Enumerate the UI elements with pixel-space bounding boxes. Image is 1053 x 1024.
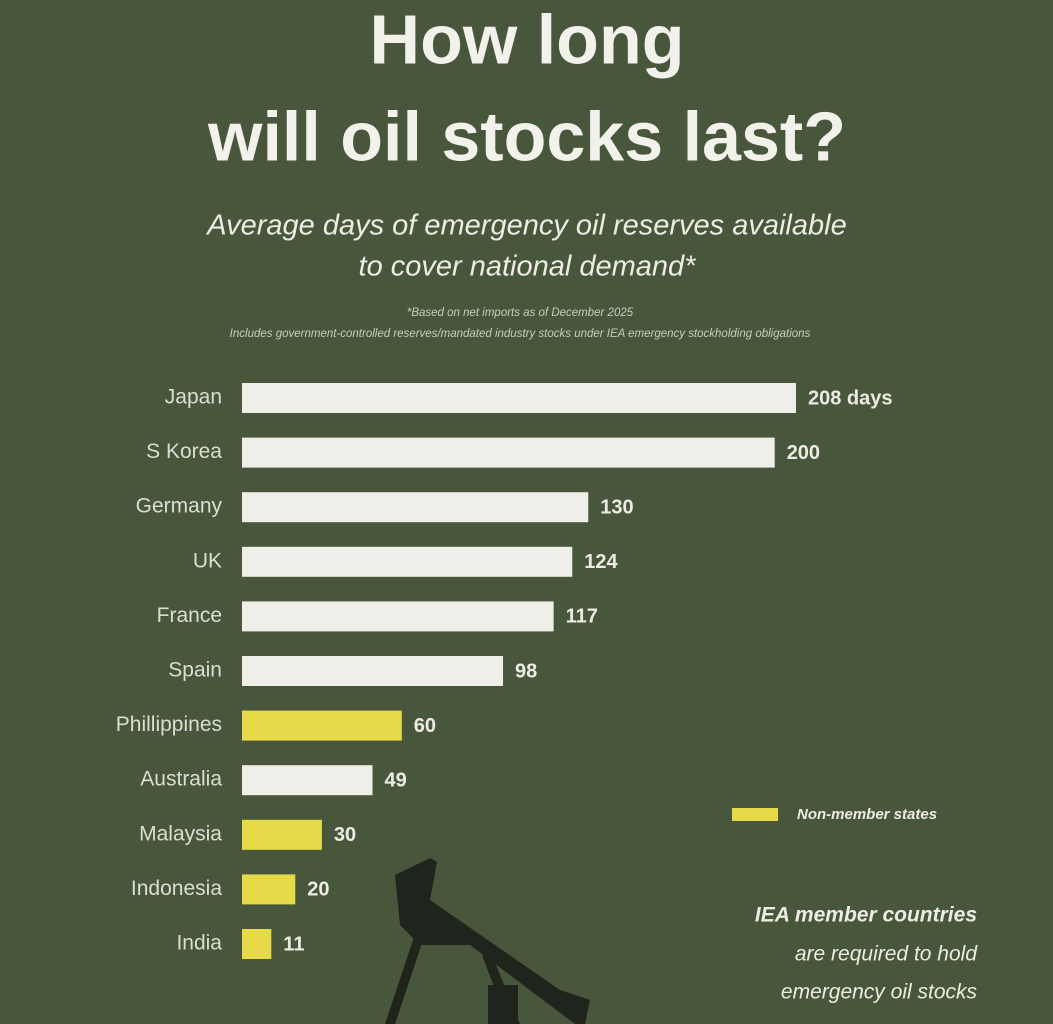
bar [242, 492, 589, 523]
note: Includes government-controlled reserves/… [230, 328, 811, 340]
category-label: Australia [140, 768, 222, 791]
value-label: 200 [787, 442, 820, 464]
category-label: Indonesia [131, 877, 222, 900]
value-label: 98 [515, 660, 537, 682]
category-label: Phillippines [116, 713, 222, 736]
value-label: 20 [307, 879, 329, 901]
category-label: France [157, 604, 222, 627]
bar [242, 765, 373, 796]
bar [242, 874, 296, 905]
bar [242, 710, 402, 741]
bar [242, 437, 775, 468]
bar [242, 383, 796, 413]
legend-swatch [732, 808, 778, 821]
bar [242, 656, 504, 686]
value-label: 11 [283, 933, 304, 955]
category-label: S Korea [146, 440, 222, 463]
annotation: emergency oil stocks [781, 981, 978, 1004]
chart-title: How long [370, 0, 685, 78]
value-label: 60 [414, 715, 436, 737]
bar [242, 819, 322, 850]
chart-title: will oil stocks last? [207, 97, 846, 175]
category-label: India [176, 932, 222, 955]
category-label: UK [193, 549, 222, 572]
value-label: 49 [385, 769, 407, 791]
category-label: Germany [136, 495, 223, 518]
legend-label: Non-member states [797, 806, 937, 823]
pump-silhouette [385, 858, 590, 1024]
value-label: 208 days [808, 387, 893, 409]
note: *Based on net imports as of December 202… [407, 307, 634, 319]
value-label: 124 [584, 551, 618, 573]
bar [242, 601, 554, 632]
bar [242, 546, 573, 577]
category-label: Japan [165, 386, 222, 409]
annotation: IEA member countries [755, 904, 977, 927]
value-label: 30 [334, 824, 356, 846]
bar [242, 929, 272, 959]
category-label: Spain [168, 659, 222, 682]
category-label: Malaysia [139, 822, 222, 845]
subtitle: to cover national demand* [359, 251, 698, 283]
value-label: 117 [566, 606, 598, 628]
value-label: 130 [600, 496, 633, 518]
subtitle: Average days of emergency oil reserves a… [205, 210, 846, 242]
annotation: are required to hold [795, 943, 978, 966]
